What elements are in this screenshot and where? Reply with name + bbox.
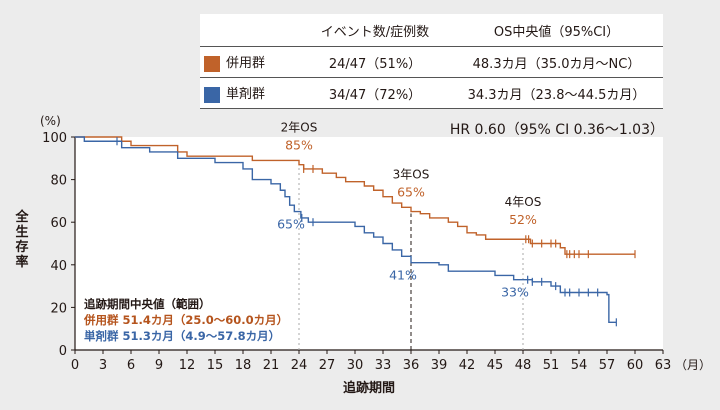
x-axis-unit: （月）	[675, 358, 711, 372]
results-table: イベント数/症例数 OS中央値（95%CI） 併用群 24/47（51%） 48…	[200, 14, 663, 109]
x-tick-label: 18	[235, 358, 252, 373]
y-tick-label: 20	[50, 301, 67, 316]
os-mono-value: 65%	[277, 217, 305, 232]
y-tick-label: 0	[59, 344, 67, 359]
x-axis-label: 追跡期間	[343, 380, 395, 396]
table-header-events: イベント数/症例数	[300, 14, 450, 47]
x-tick-label: 36	[403, 358, 420, 373]
y-axis-label: 全生存率	[15, 210, 29, 270]
table-header-row: イベント数/症例数 OS中央値（95%CI）	[200, 14, 663, 47]
os-combo-value: 85%	[285, 138, 313, 153]
x-tick-label: 9	[155, 358, 163, 373]
os-label: 4年OS	[505, 195, 542, 209]
row-median: 34.3カ月（23.8〜44.5カ月）	[450, 77, 663, 109]
os-combo-value: 65%	[397, 185, 425, 200]
row-median: 48.3カ月（35.0カ月〜NC）	[450, 46, 663, 78]
y-tick-label: 80	[50, 174, 67, 189]
row-events: 34/47（72%）	[300, 77, 450, 109]
hazard-ratio-note: HR 0.60（95% CI 0.36〜1.03）	[449, 122, 664, 138]
x-tick-label: 60	[627, 358, 644, 373]
os-combo-value: 52%	[509, 212, 537, 227]
x-tick-label: 39	[431, 358, 448, 373]
median-followup-combo: 併用群 51.4カ月（25.0〜60.0カ月）	[84, 313, 289, 327]
combo-color-swatch	[204, 55, 220, 72]
x-tick-label: 33	[375, 358, 392, 373]
x-tick-label: 57	[599, 358, 616, 373]
y-tick-label: 100	[42, 131, 67, 146]
y-tick-label: 40	[50, 259, 67, 274]
os-label: 3年OS	[393, 168, 430, 182]
median-followup-mono: 単剤群 51.3カ月（4.9〜57.8カ月）	[84, 329, 281, 343]
row-name: 単剤群	[226, 87, 266, 103]
os-mono-value: 41%	[389, 268, 417, 283]
median-followup-box: 追跡期間中央値（範囲） 併用群 51.4カ月（25.0〜60.0カ月） 単剤群 …	[84, 296, 288, 344]
mono-color-swatch	[204, 86, 220, 103]
x-tick-label: 54	[571, 358, 588, 373]
x-tick-label: 21	[263, 358, 280, 373]
table-row: 単剤群 34/47（72%） 34.3カ月（23.8〜44.5カ月）	[200, 77, 663, 109]
y-tick-label: 60	[50, 216, 67, 231]
y-axis-unit: (%)	[40, 114, 61, 128]
table-header-median: OS中央値（95%CI）	[450, 14, 663, 47]
plot-area	[75, 137, 663, 350]
mono-survival-curve	[75, 136, 617, 324]
x-tick-label: 30	[347, 358, 364, 373]
x-tick-label: 12	[179, 358, 196, 373]
x-tick-label: 0	[71, 358, 79, 373]
x-tick-label: 45	[487, 358, 504, 373]
median-followup-title: 追跡期間中央値（範囲）	[84, 297, 211, 311]
table-header-blank	[200, 14, 300, 47]
row-name: 併用群	[226, 56, 266, 72]
os-mono-value: 33%	[501, 285, 529, 300]
row-events: 24/47（51%）	[300, 46, 450, 78]
x-tick-label: 27	[319, 358, 336, 373]
x-tick-label: 6	[127, 358, 135, 373]
x-tick-label: 63	[655, 358, 672, 373]
x-tick-label: 3	[99, 358, 107, 373]
x-tick-label: 42	[459, 358, 476, 373]
combo-survival-curve	[75, 136, 635, 255]
x-tick-label: 15	[207, 358, 224, 373]
x-tick-label: 51	[543, 358, 560, 373]
x-tick-label: 48	[515, 358, 532, 373]
table-row: 併用群 24/47（51%） 48.3カ月（35.0カ月〜NC）	[200, 46, 663, 78]
x-tick-label: 24	[291, 358, 308, 373]
os-label: 2年OS	[281, 121, 318, 135]
